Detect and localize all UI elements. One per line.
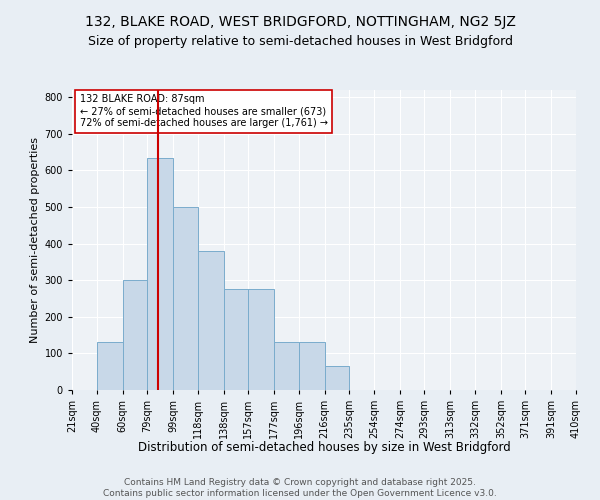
Bar [325,366,349,390]
Text: 132 BLAKE ROAD: 87sqm
← 27% of semi-detached houses are smaller (673)
72% of sem: 132 BLAKE ROAD: 87sqm ← 27% of semi-deta… [80,94,328,128]
Text: 132, BLAKE ROAD, WEST BRIDGFORD, NOTTINGHAM, NG2 5JZ: 132, BLAKE ROAD, WEST BRIDGFORD, NOTTING… [85,15,515,29]
Bar [224,290,248,390]
Text: Size of property relative to semi-detached houses in West Bridgford: Size of property relative to semi-detach… [88,35,512,48]
Y-axis label: Number of semi-detached properties: Number of semi-detached properties [31,137,40,343]
Bar [197,251,224,390]
Bar [299,342,325,390]
Bar [122,280,147,390]
Bar [173,207,197,390]
Bar [97,342,122,390]
Bar [274,342,299,390]
Bar [147,158,173,390]
Text: Contains HM Land Registry data © Crown copyright and database right 2025.
Contai: Contains HM Land Registry data © Crown c… [103,478,497,498]
Bar [248,290,274,390]
X-axis label: Distribution of semi-detached houses by size in West Bridgford: Distribution of semi-detached houses by … [137,441,511,454]
